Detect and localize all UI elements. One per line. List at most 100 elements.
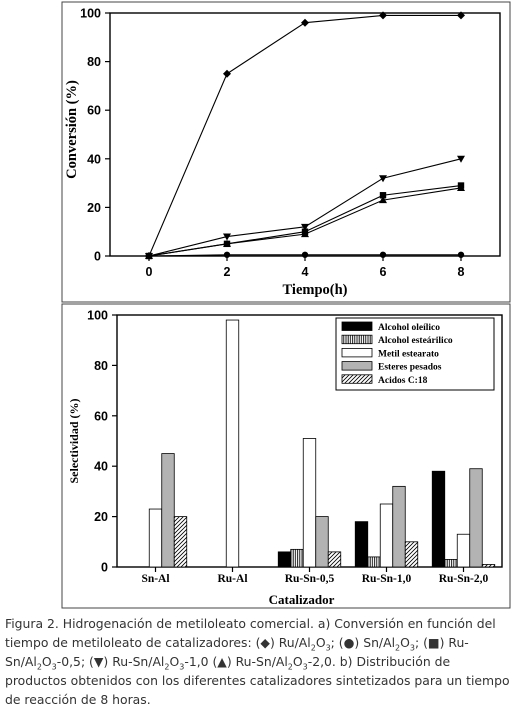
data-point [223,251,231,258]
data-point [379,11,387,20]
x-tick-label: 4 [302,265,309,279]
bar [290,548,304,568]
legend-label: Acidos C:18 [378,376,428,386]
legend-swatch [341,361,373,371]
legend-swatch [341,347,373,358]
caption-text: O [315,635,326,650]
series-diamond [145,11,465,260]
data-point [301,251,309,258]
x-axis-label: Catalizador [269,592,335,607]
x-tick-label: Ru-Sn-2,0 [439,573,489,585]
caption-subscript: 2 [395,643,401,653]
caption-text: ; (●) Sn/Al [330,635,396,650]
legend-label: Metil estearato [378,349,439,359]
caption-subscript: 2 [164,662,170,672]
legend-swatch [341,321,373,331]
caption-text: O [292,654,303,669]
bar [431,470,446,568]
bar [327,551,342,568]
y-tick-label: 100 [87,309,108,323]
series-line [148,158,462,257]
bar [302,438,317,568]
y-tick-label: 80 [87,55,101,69]
x-tick-label: Ru-Al [217,573,247,585]
data-point [457,11,465,20]
legend-swatch [341,374,373,384]
y-tick-label: 60 [94,409,108,423]
caption-text: O [400,635,410,650]
data-point [379,251,387,258]
data-point [457,251,465,258]
series-circle [145,251,465,260]
legend-label: Esteres pesados [378,363,442,373]
series-line [148,184,462,257]
x-tick-label: 6 [380,265,387,279]
panel-b-frame [61,303,511,609]
caption-subscript: 2 [36,662,42,672]
series-square [145,182,465,260]
bar [315,516,329,568]
caption-subscript: 3 [325,643,331,653]
y-tick-label: 0 [101,561,108,575]
data-point [223,233,231,241]
data-point [379,192,387,199]
x-tick-label: Sn-Al [141,573,169,585]
caption-subscript: 3 [302,662,308,672]
bar [225,319,240,568]
caption-subscript: 2 [287,662,293,672]
data-point [379,175,387,183]
x-tick-label: 8 [458,265,465,279]
y-tick-label: 20 [94,510,108,524]
y-axis-label: Conversión (%) [64,80,80,179]
data-point [379,196,387,204]
bar [481,564,496,568]
data-point [223,239,231,247]
caption-subscript: 3 [51,662,57,672]
series-line [148,187,462,257]
data-point [301,230,309,238]
y-tick-label: 80 [94,359,108,373]
bar [404,541,419,568]
series-triangle-up [145,183,465,259]
y-tick-label: 60 [87,104,101,118]
figure-caption: Figura 2. Hidrogenación de metiloleato c… [5,614,510,709]
bar [379,503,394,568]
bar [469,468,483,568]
legend-label: Alcohol oleílico [378,323,440,333]
data-point [223,69,231,78]
data-point [145,252,153,259]
panel-a-frame [61,1,511,303]
y-tick-label: 40 [87,152,101,166]
y-tick-label: 100 [80,7,101,21]
y-axis-label: Selectividad (%) [67,399,81,484]
caption-text: -1,0 (▲) Ru-Sn/Al [184,654,288,669]
series-triangle-down [145,155,465,260]
data-point [457,155,465,163]
bar [456,533,471,568]
x-tick-label: 0 [146,265,153,279]
legend-label: Alcohol esteárilico [378,336,453,346]
caption-subscript: 2 [310,643,316,653]
y-tick-label: 20 [87,201,101,215]
bar [444,559,458,568]
x-tick-label: Ru-Sn-1,0 [362,573,412,585]
bar [161,453,175,568]
caption-text: ; (■) Ru-Sn/Al [5,635,469,669]
caption-text: O [41,654,52,669]
data-point [457,183,465,191]
caption-text: O [169,654,180,669]
x-axis-label: Tiempo(h) [283,282,348,298]
data-point [301,223,309,231]
bar [367,556,381,568]
legend-swatch [341,334,373,345]
series-line [148,14,461,257]
caption-subscript: 3 [179,662,185,672]
caption-subscript: 3 [409,643,415,653]
caption-text: Figura 2. Hidrogenación de metiloleato c… [5,616,496,650]
bar [277,551,292,568]
caption-text: -2,0. b) Distribución de productos obten… [5,654,510,707]
caption-text: -0,5; (▼) Ru-Sn/Al [56,654,165,669]
x-tick-label: Ru-Sn-0,5 [285,573,335,585]
